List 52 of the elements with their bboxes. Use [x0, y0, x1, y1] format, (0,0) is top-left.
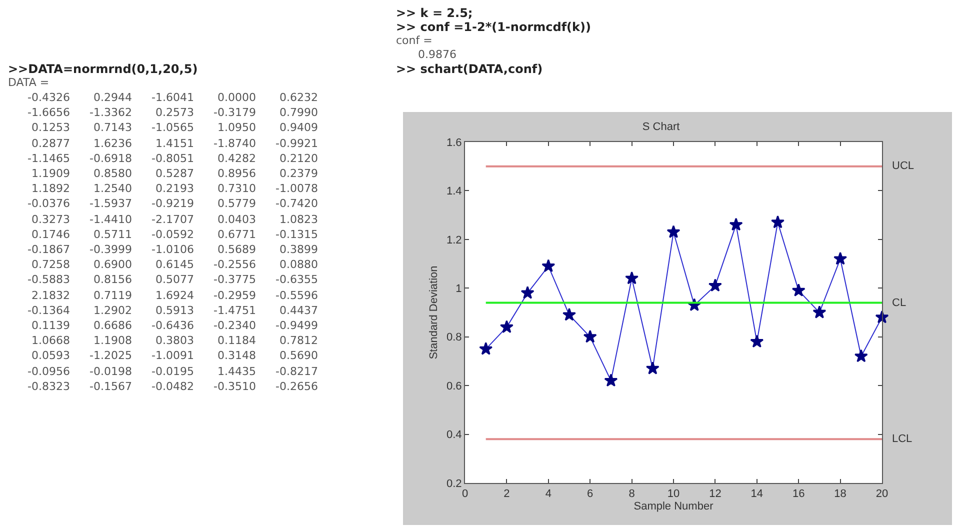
x-tick-label: 20: [876, 488, 888, 500]
text: 0.2877 1.6236 1.4151 -1.8740 -0.9921: [32, 136, 318, 150]
text: -0.1364 1.2902 0.5913 -1.4751 0.4437: [28, 304, 318, 317]
x-tick-label: 2: [504, 488, 510, 500]
x-tick-label: 0: [462, 488, 468, 500]
text: -0.8323 -0.1567 -0.0482 -0.3510 -0.2656: [28, 380, 318, 393]
text: 0.0593 -1.2025 -1.0091 0.3148 0.5690: [32, 349, 318, 362]
text: 1.1909 0.8580 0.5287 0.8956 0.2379: [32, 167, 318, 180]
x-tick-label: 8: [628, 488, 635, 500]
text: conf =: [396, 34, 434, 48]
text: >>DATA=normrnd(0,1,20,5): [8, 62, 199, 76]
text: -1.1465 -0.6918 -0.8051 0.4282 0.2120: [28, 152, 318, 165]
text: 0.7258 0.6900 0.6145 -0.2556 0.0880: [32, 258, 318, 272]
x-axis-title: Sample Number: [634, 500, 714, 512]
ref-line-label: LCL: [892, 433, 912, 445]
x-tick-label: 14: [750, 488, 764, 500]
text: -0.4326 0.2944 -1.6041 0.0000 0.6232: [28, 91, 318, 104]
text: -0.1867 -0.3999 -1.0106 0.5689 0.3899: [28, 243, 318, 256]
ref-line-label: CL: [892, 297, 906, 309]
y-tick-label: 0.2: [446, 478, 462, 490]
x-tick-label: 18: [834, 488, 846, 500]
text: 0.1746 0.5711 -0.0592 0.6771 -0.1315: [32, 228, 318, 241]
text: >> schart(DATA,conf): [396, 62, 544, 76]
y-tick-label: 0.8: [446, 332, 462, 344]
text: >> k = 2.5;: [396, 6, 474, 20]
y-axis-title: Standard Deviation: [428, 266, 440, 360]
text: 1.0668 1.1908 0.3803 0.1184 0.7812: [32, 334, 318, 348]
y-tick-label: 1.6: [446, 136, 462, 149]
text: DATA =: [8, 76, 50, 90]
text: -0.0956 -0.0198 -0.0195 1.4435 -0.8217: [28, 364, 318, 378]
chart-title: S Chart: [642, 121, 680, 134]
x-tick-label: 6: [587, 488, 594, 500]
y-tick-label: 0.6: [446, 380, 462, 392]
text: 0.1253 0.7143 -1.0565 1.0950 0.9409: [32, 121, 318, 134]
y-tick-label: 1.4: [446, 186, 462, 198]
y-tick-label: 1: [456, 282, 462, 295]
x-tick-label: 4: [545, 488, 552, 500]
y-tick-label: 1.2: [446, 234, 462, 246]
text: -0.0376 -1.5937 -0.9219 0.5779 -0.7420: [28, 197, 318, 210]
x-tick-label: 10: [667, 488, 680, 500]
ref-line-label: UCL: [892, 160, 914, 172]
text: -0.5883 0.8156 0.5077 -0.3775 -0.6355: [28, 273, 318, 286]
text: -1.6656 -1.3362 0.2573 -0.3179 0.7990: [28, 106, 318, 120]
text: 2.1832 0.7119 1.6924 -0.2959 -0.5596: [32, 288, 318, 302]
text: >> conf =1-2*(1-normcdf(k)): [396, 20, 591, 34]
x-tick-label: 12: [709, 488, 722, 500]
text: 0.1139 0.6686 -0.6436 -0.2340 -0.9499: [32, 319, 318, 332]
y-tick-label: 0.4: [446, 429, 462, 442]
text: 0.3273 -1.4410 -2.1707 0.0403 1.0823: [32, 212, 318, 226]
text: 0.9876: [417, 48, 458, 62]
text: 1.1892 1.2540 0.2193 0.7310 -1.0078: [32, 182, 318, 196]
x-tick-label: 16: [792, 488, 805, 500]
